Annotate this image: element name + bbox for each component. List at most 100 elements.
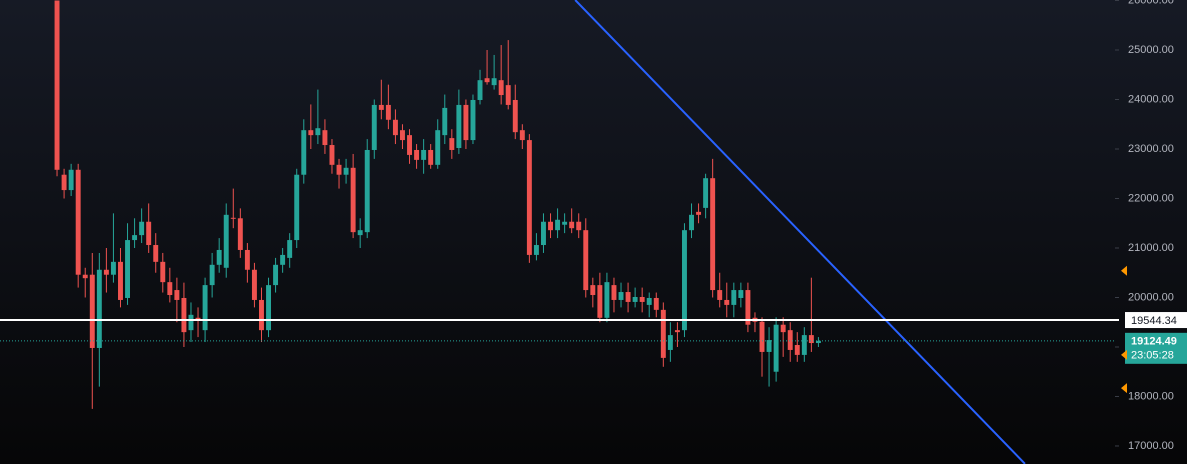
candle-body [639,296,645,302]
candle-body [766,340,772,352]
candle-body [209,264,215,286]
candle-body [414,149,420,160]
candle-body [287,240,293,258]
candle-body [230,217,236,219]
candle-body [132,235,138,241]
candle-body [759,321,765,352]
candle-body [484,78,490,83]
candle-body [780,324,786,333]
trend-line [574,0,1026,464]
candle-body [794,345,800,355]
horizontal-line-label: 19544.34 [1131,315,1177,327]
y-tick-label: 22000.00 [1128,192,1174,204]
candle-body [259,299,264,331]
candle-body [533,245,539,255]
candle-body [428,149,434,165]
candle-body [385,104,391,120]
alert-marker [1121,265,1127,276]
candle-body [364,149,370,233]
candle-body [266,285,271,331]
candle-body [463,104,469,141]
candle-body [125,240,130,298]
candle-body [188,314,194,331]
candle-body [477,80,483,100]
candle-body [808,335,814,344]
candle-body [526,140,532,255]
candle-body [773,324,779,372]
countdown-label: 23:05:28 [1131,350,1174,362]
candle-body [519,130,525,141]
candle-body [611,285,617,300]
candle-body [421,149,427,160]
candle-body [89,274,95,348]
candle-body [251,269,257,300]
candle-body [181,297,187,333]
candle-body [294,174,300,241]
last-price-box [1125,332,1187,364]
alert-marker [1121,383,1127,394]
candle-body [273,264,279,286]
candle-body [407,135,412,155]
candle-body [202,285,208,331]
candle-body [174,290,180,300]
candle-body [731,290,737,305]
candle-body [787,330,793,350]
candle-body [583,230,589,291]
candle-body [703,178,709,208]
candle-body [357,230,363,236]
candle-body [68,169,74,191]
candle-body [681,230,687,331]
candle-body [498,80,504,96]
candle-body [392,119,398,136]
candle-body [61,174,67,191]
candle-body [745,290,751,325]
candle-body [491,78,497,86]
candle-body [597,285,603,318]
candle-body [195,317,201,320]
candle-body [223,214,229,268]
candle-body [590,285,596,296]
candle-body [103,269,109,275]
candle-body [562,221,568,225]
y-tick-label: 18000.00 [1128,390,1174,402]
candle-body [435,130,441,165]
y-tick-label: 23000.00 [1128,143,1174,155]
candle-body [350,167,356,233]
candle-body [632,296,638,302]
candle-body [618,292,624,300]
candle-body [216,249,222,265]
candle-body [301,130,307,175]
y-tick-label: 17000.00 [1128,440,1174,452]
candle-body [660,309,666,358]
candle-body [308,130,314,136]
candle-body [315,128,321,136]
candle-body [449,138,455,150]
y-tick-label: 25000.00 [1128,44,1174,56]
candle-body [801,335,807,355]
candle-body [322,130,328,146]
candle-body [160,261,166,283]
candle-body [378,104,384,110]
y-tick-label: 24000.00 [1128,93,1174,105]
candle-body [512,99,518,133]
candle-body [54,0,60,170]
candle-body [646,297,652,305]
candle-body [118,261,123,300]
y-tick-label: 26000.00 [1128,0,1174,6]
candle-body [738,290,744,298]
candle-body [456,104,462,149]
candle-body [110,261,116,275]
candle-body [815,340,821,344]
last-price-label: 19124.49 [1131,336,1177,348]
candle-body [576,221,582,231]
candle-body [717,290,723,300]
candle-body [653,297,659,310]
candle-body [710,178,716,291]
candle-body [625,292,631,302]
y-tick-label: 21000.00 [1128,242,1174,254]
candle-body [153,245,159,262]
candle-body [244,249,250,270]
plot-area [0,0,1119,464]
